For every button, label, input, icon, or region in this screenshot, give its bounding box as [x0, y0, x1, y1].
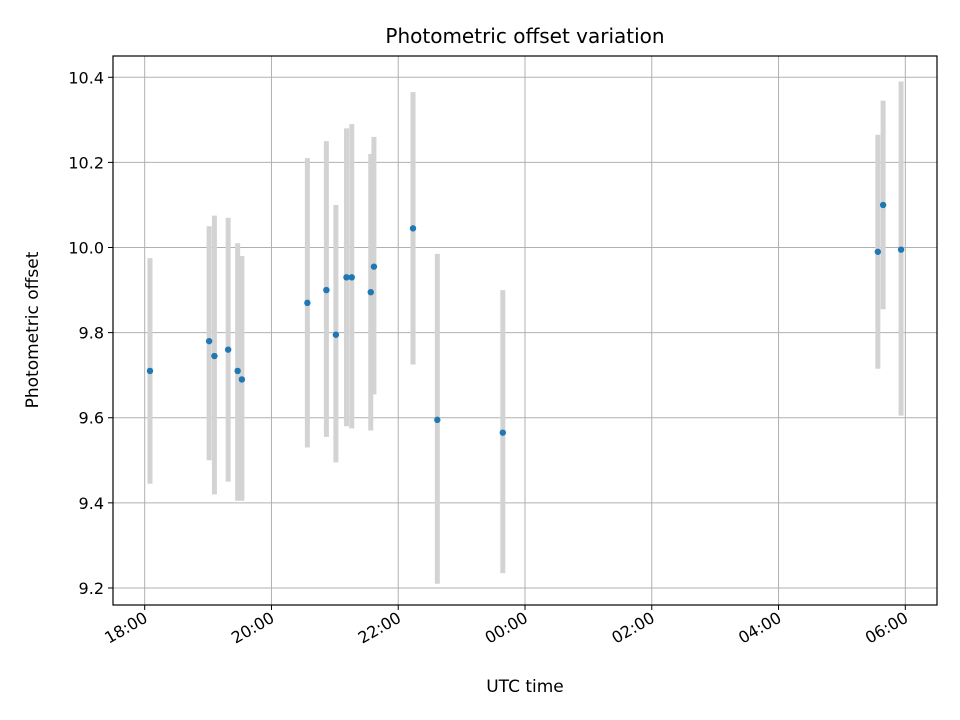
y-tick-label: 9.4 — [79, 494, 104, 513]
data-point — [409, 225, 417, 232]
y-tick-label: 10.4 — [68, 68, 104, 87]
y-axis-ticks: 9.2 9.4 9.6 9.8 10.0 10.2 10.4 — [68, 68, 113, 598]
data-point — [879, 201, 887, 209]
y-axis-label: Photometric offset — [23, 251, 43, 408]
data-point — [146, 367, 154, 375]
grid — [113, 56, 937, 605]
data-point — [367, 288, 374, 296]
y-tick-label: 9.6 — [79, 409, 104, 428]
data-point — [211, 352, 218, 360]
data-point — [224, 346, 232, 353]
data-point — [370, 263, 378, 270]
y-tick-label: 10.0 — [68, 239, 104, 258]
data-point — [332, 331, 340, 338]
data-point — [304, 299, 311, 307]
data-points — [146, 201, 905, 436]
data-point — [434, 416, 441, 424]
data-point — [348, 274, 355, 281]
y-tick-label: 9.2 — [79, 579, 104, 598]
data-point — [238, 376, 246, 383]
data-point — [499, 429, 507, 436]
chart-title: Photometric offset variation — [385, 24, 664, 48]
data-point — [205, 337, 213, 345]
data-point — [874, 248, 882, 255]
data-point — [897, 246, 905, 253]
data-point — [234, 367, 241, 375]
x-axis-label: UTC time — [486, 677, 564, 697]
y-tick-label: 9.8 — [79, 324, 104, 343]
data-point — [343, 274, 350, 281]
data-point — [323, 286, 330, 294]
y-tick-label: 10.2 — [68, 153, 104, 172]
